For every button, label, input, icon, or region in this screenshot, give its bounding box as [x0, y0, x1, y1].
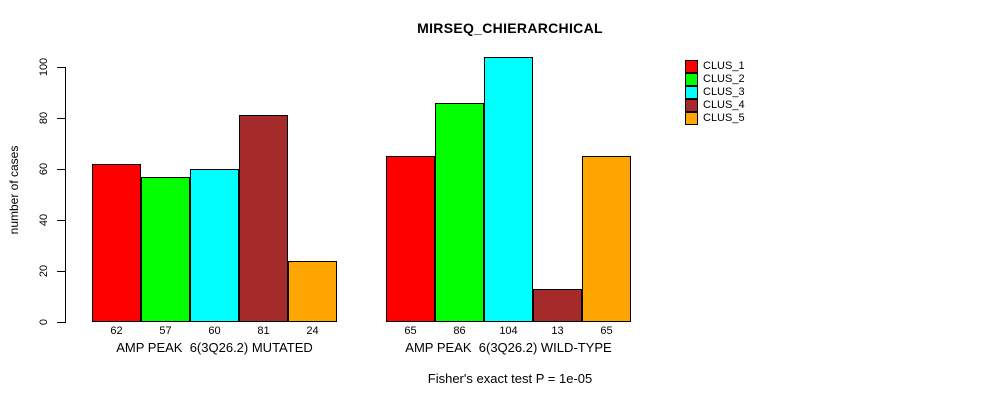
legend-swatch: [685, 60, 698, 73]
bar-value-label: 13: [551, 325, 564, 337]
y-tick-label: 40: [38, 213, 50, 227]
bar-clus_4-group2: [533, 289, 582, 322]
y-tick-mark: [57, 271, 65, 272]
bar-value-label: 81: [257, 325, 270, 337]
legend-item-clus_2: CLUS_2: [685, 73, 745, 86]
bar-clus_2-group2: [435, 103, 484, 322]
bar-value-label: 104: [499, 325, 518, 337]
bar-value-label: 86: [453, 325, 466, 337]
legend-item-clus_3: CLUS_3: [685, 86, 745, 99]
bar-clus_5-group2: [582, 156, 631, 322]
y-tick-mark: [57, 169, 65, 170]
legend-label: CLUS_2: [703, 73, 745, 85]
legend-swatch: [685, 73, 698, 86]
y-axis-line: [65, 67, 66, 323]
bar-clus_2-group1: [141, 177, 190, 322]
bar-clus_4-group1: [239, 115, 288, 322]
legend-label: CLUS_1: [703, 60, 745, 72]
legend-swatch: [685, 112, 698, 125]
y-tick-mark: [57, 67, 65, 68]
legend: CLUS_1 CLUS_2 CLUS_3 CLUS_4 CLUS_5: [685, 60, 745, 125]
legend-swatch: [685, 99, 698, 112]
bar-clus_1-group2: [386, 156, 435, 322]
y-tick-label: 20: [38, 264, 50, 278]
bar-value-label: 62: [110, 325, 123, 337]
y-tick-label: 0: [38, 318, 50, 326]
y-axis-label: number of cases: [7, 145, 21, 235]
bar-clus_5-group1: [288, 261, 337, 322]
y-tick-label: 80: [38, 111, 50, 125]
group-label: AMP PEAK 6(3Q26.2) WILD-TYPE: [405, 340, 612, 355]
bar-clus_1-group1: [92, 164, 141, 322]
bar-value-label: 24: [306, 325, 319, 337]
y-tick-label: 60: [38, 162, 50, 176]
bar-clus_3-group2: [484, 57, 533, 322]
chart-title: MIRSEQ_CHIERARCHICAL: [417, 20, 603, 36]
legend-item-clus_1: CLUS_1: [685, 60, 745, 73]
legend-label: CLUS_5: [703, 112, 745, 124]
legend-swatch: [685, 86, 698, 99]
bar-value-label: 65: [404, 325, 417, 337]
legend-item-clus_5: CLUS_5: [685, 112, 745, 125]
bar-value-label: 60: [208, 325, 221, 337]
y-tick-mark: [57, 220, 65, 221]
legend-label: CLUS_3: [703, 86, 745, 98]
legend-item-clus_4: CLUS_4: [685, 99, 745, 112]
group-label: AMP PEAK 6(3Q26.2) MUTATED: [116, 340, 313, 355]
fisher-test-annotation: Fisher's exact test P = 1e-05: [427, 371, 593, 386]
bar-clus_3-group1: [190, 169, 239, 322]
y-tick-mark: [57, 322, 65, 323]
bar-value-label: 57: [159, 325, 172, 337]
legend-label: CLUS_4: [703, 99, 745, 111]
bar-value-label: 65: [600, 325, 613, 337]
y-tick-mark: [57, 118, 65, 119]
y-tick-label: 100: [38, 57, 50, 77]
